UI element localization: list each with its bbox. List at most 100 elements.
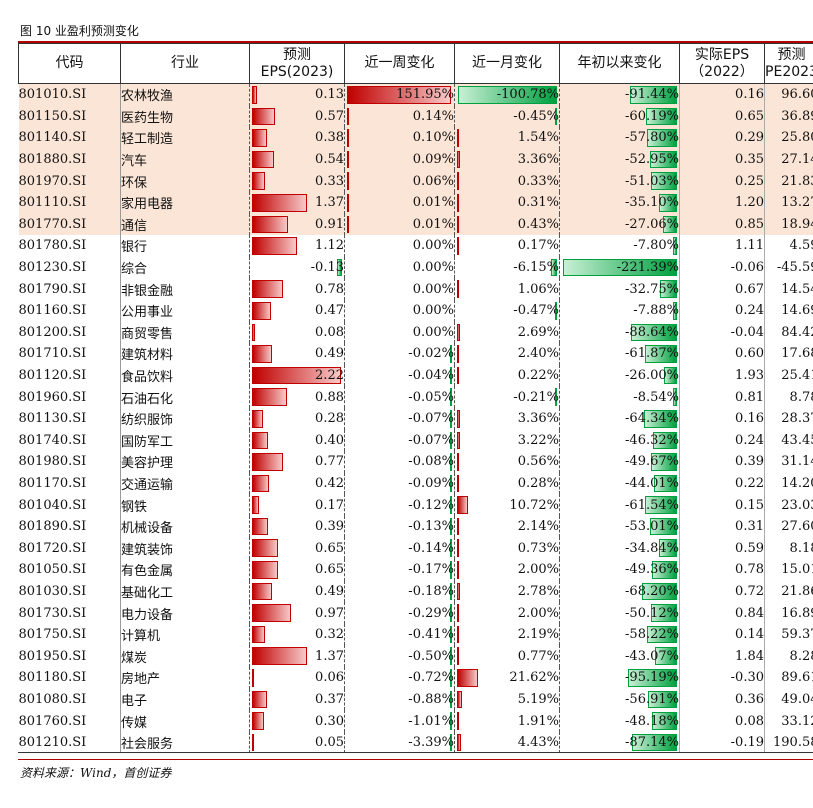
cell-ytd-bar [663, 366, 677, 385]
cell-ytd: -68.20% [559, 580, 680, 603]
cell-ytd-value: -53.01% [625, 519, 679, 535]
cell-eps-value: 0.13 [315, 87, 344, 103]
cell-week: 0.01% [344, 191, 455, 214]
cell-ytd-bar [563, 258, 677, 277]
cell-month-value: 5.19% [517, 691, 559, 707]
cell-week-bar [450, 604, 452, 622]
cell-ytd-value: -49.36% [625, 562, 679, 578]
cell-actual-eps: 0.14 [679, 623, 765, 646]
cell-industry: 电子 [120, 688, 250, 711]
cell-code: 801780.SI [18, 238, 87, 254]
cell-month-value: 2.78% [517, 583, 559, 599]
cell-month-value: 1.06% [517, 281, 559, 297]
cell-ytd: -48.18% [559, 710, 680, 732]
cell-eps-value: 0.06 [315, 670, 344, 686]
cell-week-value: 0.01% [412, 216, 454, 232]
cell-week-value: 0.10% [412, 130, 454, 146]
cell-code: 801210.SI [18, 735, 87, 751]
cell-month-bar [555, 388, 557, 406]
cell-month-value: 0.28% [517, 475, 559, 491]
cell-ytd: -8.54% [559, 386, 680, 408]
cell-ytd-bar [651, 561, 677, 579]
cell-eps: 0.77 [249, 451, 345, 473]
cell-ytd-bar [651, 604, 677, 622]
cell-industry: 有色金属 [120, 559, 250, 581]
cell-ytd-value: -50.12% [625, 605, 679, 621]
cell-pe: 13.27 [764, 191, 813, 214]
cell-ytd-bar [663, 215, 677, 234]
cell-month-bar [457, 215, 459, 234]
cell-month: 3.36% [454, 407, 560, 430]
cell-month-value: 3.36% [517, 411, 559, 427]
cell-ytd-value: -56.91% [625, 691, 679, 707]
cell-month: 10.72% [454, 494, 560, 516]
cell-actual-eps: 0.85 [679, 213, 765, 236]
cell-eps-bar [252, 712, 265, 730]
cell-month: 1.54% [454, 127, 560, 149]
cell-week-value: -0.12% [408, 497, 454, 513]
cell-eps-value: 0.57 [315, 108, 344, 124]
cell-eps: 0.57 [249, 105, 345, 128]
cell-ytd: -7.80% [559, 235, 680, 257]
cell-ytd: -49.36% [559, 559, 680, 581]
cell-eps-value: 2.22 [315, 368, 344, 384]
cell-actual-eps: 0.84 [679, 602, 765, 624]
cell-week-value: -0.50% [408, 648, 454, 664]
cell-week-value: -0.88% [408, 691, 454, 707]
cell-actual-eps: -0.04 [679, 321, 765, 344]
cell-code: 801880.SI [18, 148, 121, 171]
cell-month-bar [457, 172, 459, 190]
cell-ytd-value: -46.32% [625, 432, 679, 448]
cell-eps-value: 0.30 [315, 713, 344, 729]
cell-eps-bar [252, 150, 274, 169]
cell-ytd: -34.84% [559, 537, 680, 560]
cell-pe: 14.20 [764, 472, 813, 495]
cell-industry: 建筑材料 [120, 343, 250, 365]
cell-month: -0.21% [454, 386, 560, 408]
cell-actual-eps: 0.24 [679, 429, 765, 452]
cell-eps-value: 0.40 [315, 432, 344, 448]
cell-month: 1.06% [454, 278, 560, 300]
table-row: 801780.SI 银行 1.12 0.00% 0.17% -7.80%1.114.59 [19, 235, 813, 257]
cell-industry: 综合 [120, 256, 250, 279]
cell-eps: 0.17 [249, 494, 345, 516]
cell-actual-eps: 0.22 [679, 472, 765, 495]
cell-pe: 8.78 [764, 386, 813, 408]
cell-month-value: 10.72% [509, 497, 559, 513]
cell-month: 0.22% [454, 364, 560, 387]
cell-actual-eps: -0.19 [679, 731, 765, 754]
cell-eps-bar [252, 388, 288, 406]
cell-actual-eps: 0.72 [679, 580, 765, 603]
cell-eps-bar [252, 280, 284, 298]
cell-month-bar [457, 604, 459, 622]
cell-actual-eps: 0.15 [679, 494, 765, 516]
cell-month-bar [457, 561, 459, 579]
cell-week-bar [450, 431, 452, 450]
cell-eps-value: 0.65 [315, 562, 344, 578]
col-header-pe-line2: PE2023 [765, 63, 813, 80]
cell-month: 21.62% [454, 667, 560, 689]
cell-industry: 机械设备 [120, 515, 250, 538]
cell-eps-value: 0.38 [315, 130, 344, 146]
cell-month-bar [457, 669, 479, 687]
cell-month: 0.43% [454, 213, 560, 236]
table-row: 801950.SI 煤炭 1.37 -0.50% 0.77% -43.07% 1.84 8.2… [19, 645, 813, 668]
cell-ytd-bar [672, 388, 677, 406]
cell-industry: 计算机 [120, 623, 250, 646]
cell-ytd-value: -87.14% [625, 735, 679, 751]
cell-month-bar [555, 301, 557, 320]
cell-ytd-value: -52.95% [625, 152, 679, 168]
table-row: 801770.SI 通信 0.91 0.01% 0.43% -27.06% 0.85 18.9… [18, 213, 813, 236]
cell-eps-bar [252, 647, 307, 666]
cell-industry: 钢铁 [120, 494, 250, 516]
cell-ytd-value: -7.88% [633, 303, 679, 319]
cell-eps-bar [252, 669, 255, 687]
cell-week-value: -0.18% [408, 583, 454, 599]
cell-month: -0.45% [454, 105, 560, 128]
cell-pe: 96.60 [764, 83, 813, 106]
cell-week-value: -0.04% [408, 368, 454, 384]
cell-week: 151.95% [344, 83, 455, 106]
cell-actual-eps: 0.35 [679, 148, 765, 171]
cell-code: 801200.SI [18, 324, 87, 340]
cell-pe: 27.60 [764, 515, 813, 538]
